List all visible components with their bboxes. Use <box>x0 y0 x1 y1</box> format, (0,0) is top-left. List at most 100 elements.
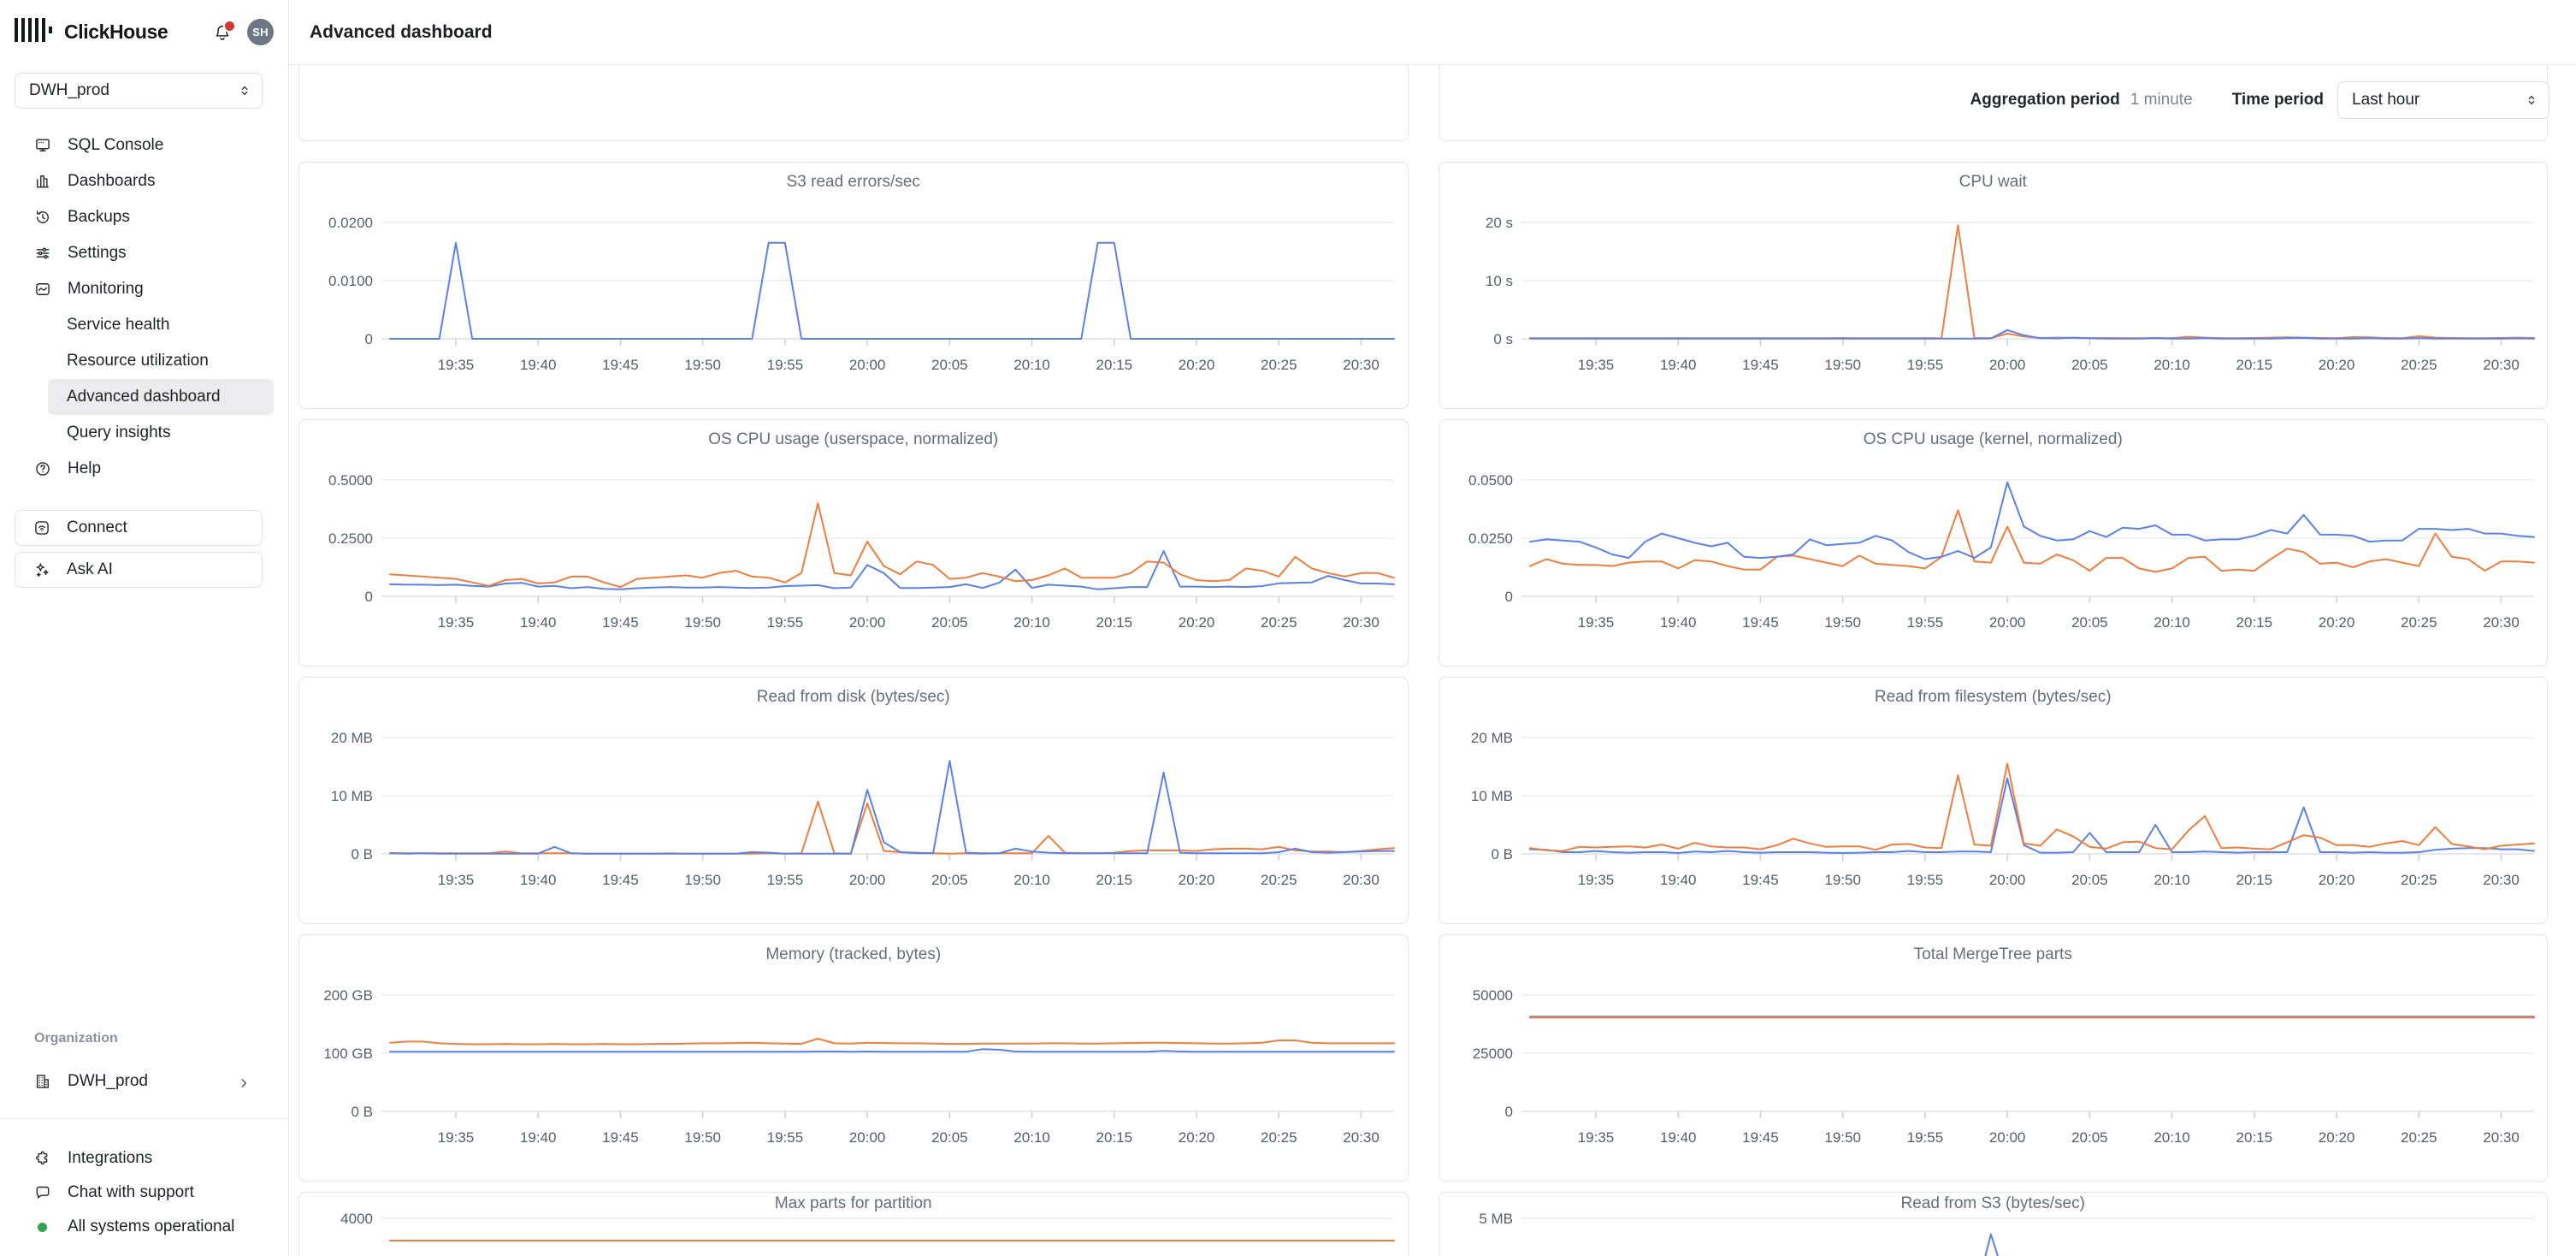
svg-text:19:50: 19:50 <box>1824 872 1861 888</box>
svg-text:5 MB: 5 MB <box>1479 1211 1513 1227</box>
svg-text:20:30: 20:30 <box>2483 357 2520 373</box>
chart-plot: 40002000 <box>340 1211 1395 1256</box>
svg-text:20:20: 20:20 <box>2318 357 2354 373</box>
chart-title: Memory (tracked, bytes) <box>765 945 942 963</box>
svg-text:19:50: 19:50 <box>684 872 721 888</box>
svg-text:20:00: 20:00 <box>1988 1129 2025 1146</box>
page-title: Advanced dashboard <box>310 21 493 42</box>
ask-ai-button[interactable]: Ask AI <box>15 552 263 588</box>
svg-text:19:45: 19:45 <box>602 614 639 631</box>
svg-text:20:25: 20:25 <box>1261 614 1297 631</box>
svg-text:20:10: 20:10 <box>1013 614 1050 631</box>
chart-title: CPU wait <box>1959 173 2027 191</box>
project-selector[interactable]: DWH_prod <box>15 73 263 109</box>
charts-grid: S3 read errors/sec 0.0200 0.0100 0 19:35 19:4… <box>298 162 2548 1256</box>
sidebar-footer: Organization DWH_prod Integrations Chat w… <box>0 1031 288 1256</box>
chart-plot: 0.5000 0.2500 0 19:35 19:40 19:45 19:50 19:55 20… <box>328 472 1395 631</box>
sidebar-item-label: Monitoring <box>68 280 144 298</box>
footer-item-integrations[interactable]: Integrations <box>0 1141 288 1176</box>
chart-plot: 20 MB 10 MB 0 B 19:35 19:40 19:45 19:50 19:55 20… <box>1470 730 2535 888</box>
chevron-right-icon <box>238 1075 250 1087</box>
sidebar-item-help[interactable]: Help <box>15 451 274 487</box>
sidebar-item-label: Service health <box>67 316 170 334</box>
sidebar-item-resource-utilization[interactable]: Resource utilization <box>48 343 274 379</box>
svg-text:20:05: 20:05 <box>931 614 968 631</box>
aggregation-period-value: 1 minute <box>2130 91 2193 109</box>
chart-card-read-from-s3-bytes-sec: Read from S3 (bytes/sec)5 MB2.5 MB <box>1438 1192 2548 1256</box>
svg-text:20:10: 20:10 <box>2154 614 2190 631</box>
chart-plot: 0.0500 0.0250 0 19:35 19:40 19:45 19:50 19:55 20… <box>1468 472 2535 631</box>
organization-item[interactable]: DWH_prod <box>0 1063 288 1099</box>
connect-button[interactable]: Connect <box>15 510 263 546</box>
svg-text:19:40: 19:40 <box>1659 1129 1696 1146</box>
avatar[interactable]: SH <box>247 19 274 45</box>
sidebar-item-backups[interactable]: Backups <box>15 199 274 235</box>
series-read-s3-blue <box>1983 1233 1999 1256</box>
notification-dot <box>223 19 236 33</box>
svg-text:20:10: 20:10 <box>2154 872 2190 888</box>
chart-title: Max parts for partition <box>774 1194 932 1212</box>
chart-title: Total MergeTree parts <box>1913 945 2072 963</box>
sidebar-item-label: Settings <box>68 244 127 262</box>
svg-text:0 B: 0 B <box>1491 846 1513 862</box>
svg-text:19:55: 19:55 <box>767 357 804 373</box>
sidebar-item-label: Advanced dashboard <box>67 388 221 406</box>
notifications-bell-icon[interactable] <box>213 19 236 43</box>
sidebar-item-label: SQL Console <box>68 136 164 154</box>
svg-text:20:30: 20:30 <box>1343 872 1380 888</box>
backups-icon <box>34 209 51 226</box>
svg-text:20:20: 20:20 <box>2318 1129 2354 1146</box>
sidebar-item-advanced-dashboard[interactable]: Advanced dashboard <box>48 379 274 415</box>
sidebar-item-settings[interactable]: Settings <box>15 235 274 271</box>
svg-text:20:20: 20:20 <box>1179 357 1215 373</box>
chart-plot: 20 MB 10 MB 0 B 19:35 19:40 19:45 19:50 19:55 20… <box>331 730 1395 888</box>
series-kernel-orange <box>1528 509 2535 573</box>
svg-text:25000: 25000 <box>1472 1046 1512 1062</box>
series-cpu-wait-blue <box>1528 329 2535 340</box>
svg-text:19:55: 19:55 <box>1906 614 1943 631</box>
svg-text:0 B: 0 B <box>351 1104 373 1120</box>
time-period-select[interactable]: Last hour <box>2337 81 2549 119</box>
svg-text:0.5000: 0.5000 <box>328 472 373 489</box>
chart-plot: 50000 25000 0 19:35 19:40 19:45 19:50 19:55 20:0… <box>1472 987 2535 1146</box>
svg-text:10 MB: 10 MB <box>331 788 373 804</box>
footer-item-all-systems-operational[interactable]: All systems operational <box>0 1210 288 1244</box>
chart-title: Read from filesystem (bytes/sec) <box>1874 688 2112 706</box>
svg-text:20:20: 20:20 <box>2318 872 2354 888</box>
sidebar-item-service-health[interactable]: Service health <box>48 307 274 343</box>
integrations-icon <box>34 1150 51 1167</box>
svg-text:0: 0 <box>365 331 373 347</box>
chart-card-read-from-filesystem-bytes-sec: Read from filesystem (bytes/sec) 20 MB 10 … <box>1438 677 2548 924</box>
clickhouse-logo[interactable]: ClickHouse <box>15 17 168 47</box>
sidebar: ClickHouse SH DWH_prod SQL Console Dashbo… <box>0 0 289 1256</box>
chart-card-memory-tracked-bytes: Memory (tracked, bytes) 200 GB 100 GB 0 B 19… <box>298 934 1409 1182</box>
svg-text:20:00: 20:00 <box>849 1129 886 1146</box>
dashboard-content: Aggregation period 1 minute Time period … <box>289 65 2576 1256</box>
series-userspace-orange <box>389 502 1395 589</box>
sidebar-item-sql-console[interactable]: SQL Console <box>15 127 274 163</box>
series-filesystem-blue <box>1528 777 2535 854</box>
svg-text:50000: 50000 <box>1472 987 1512 1004</box>
svg-text:20:10: 20:10 <box>1013 872 1050 888</box>
svg-text:20:30: 20:30 <box>1343 614 1380 631</box>
footer-item-label: Chat with support <box>68 1183 194 1201</box>
series-disk-blue <box>389 760 1395 855</box>
sidebar-item-query-insights[interactable]: Query insights <box>48 415 274 451</box>
svg-text:20:05: 20:05 <box>2071 614 2108 631</box>
svg-text:20:00: 20:00 <box>849 614 886 631</box>
series-kernel-blue <box>1528 481 2535 560</box>
svg-text:19:55: 19:55 <box>1906 872 1943 888</box>
chart-card-total-mergetree-parts: Total MergeTree parts 50000 25000 0 19:35 19:… <box>1438 934 2548 1182</box>
svg-text:20:25: 20:25 <box>1261 1129 1297 1146</box>
svg-text:19:40: 19:40 <box>520 357 557 373</box>
connect-label: Connect <box>67 518 127 536</box>
organization-section-label: Organization <box>34 1031 118 1046</box>
footer-item-chat-with-support[interactable]: Chat with support <box>0 1176 288 1210</box>
sidebar-item-dashboards[interactable]: Dashboards <box>15 163 274 199</box>
chart-card-os-cpu-usage-userspace-normalized: OS CPU usage (userspace, normalized) 0.50… <box>298 419 1409 667</box>
sidebar-item-label: Backups <box>68 208 130 226</box>
sidebar-item-monitoring[interactable]: Monitoring <box>15 271 274 307</box>
svg-text:19:50: 19:50 <box>1824 614 1861 631</box>
svg-text:20:05: 20:05 <box>931 357 968 373</box>
svg-text:0.2500: 0.2500 <box>328 530 373 547</box>
